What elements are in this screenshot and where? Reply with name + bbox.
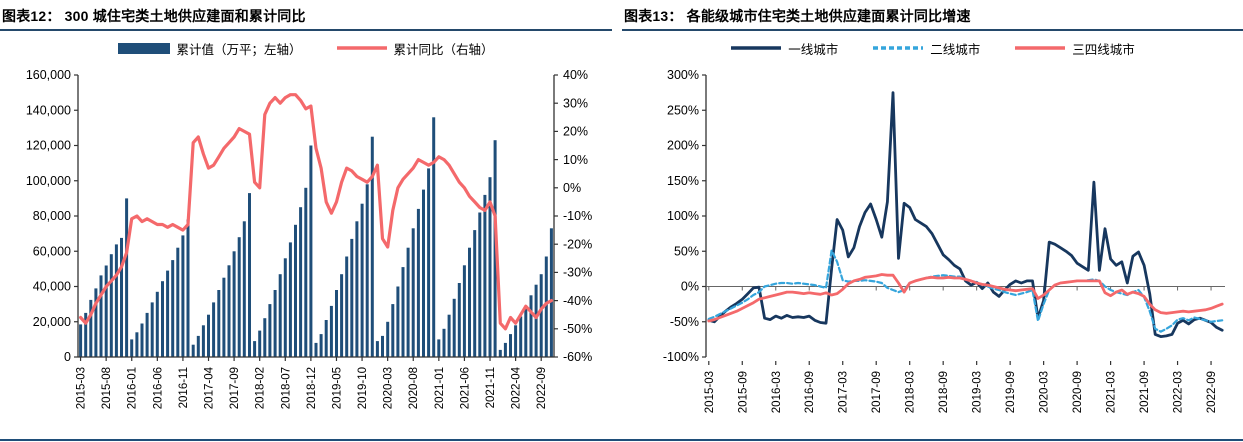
svg-text:20%: 20% bbox=[563, 125, 588, 139]
svg-text:30%: 30% bbox=[563, 96, 588, 110]
svg-text:0: 0 bbox=[64, 350, 71, 364]
svg-text:2020-03: 2020-03 bbox=[383, 367, 395, 409]
line-swatch-icon bbox=[336, 41, 388, 55]
svg-text:2019-09: 2019-09 bbox=[1005, 371, 1017, 413]
svg-text:2018-03: 2018-03 bbox=[905, 371, 917, 413]
svg-text:2017-04: 2017-04 bbox=[204, 366, 216, 409]
line-swatch-icon bbox=[1014, 41, 1066, 55]
svg-text:-40%: -40% bbox=[563, 294, 592, 308]
svg-text:120,000: 120,000 bbox=[26, 139, 71, 153]
line-swatch-icon bbox=[730, 41, 782, 55]
figure-12-title: 图表12： 300 城住宅类土地供应建面和累计同比 bbox=[0, 0, 612, 31]
legend-label: 累计值（万平；左轴） bbox=[176, 42, 302, 57]
svg-text:2017-09: 2017-09 bbox=[871, 371, 883, 413]
svg-text:250%: 250% bbox=[667, 103, 699, 117]
svg-text:-50%: -50% bbox=[563, 322, 592, 336]
svg-text:2019-10: 2019-10 bbox=[357, 367, 369, 409]
figure-12-panel: 图表12： 300 城住宅类土地供应建面和累计同比 累计值（万平；左轴） 累计同… bbox=[0, 0, 612, 440]
svg-text:150%: 150% bbox=[667, 174, 699, 188]
svg-text:100,000: 100,000 bbox=[26, 174, 71, 188]
svg-text:80,000: 80,000 bbox=[33, 209, 71, 223]
svg-text:2020-09: 2020-09 bbox=[1072, 371, 1084, 413]
svg-text:2018-12: 2018-12 bbox=[306, 367, 318, 409]
figure-13-title: 图表13： 各能级城市住宅类土地供应建面累计同比增速 bbox=[622, 0, 1243, 31]
svg-text:2021-11: 2021-11 bbox=[485, 367, 497, 408]
svg-text:2015-03: 2015-03 bbox=[704, 371, 716, 413]
legend-item-tier2: 二线城市 bbox=[872, 39, 980, 58]
svg-text:2018-09: 2018-09 bbox=[938, 371, 950, 413]
svg-text:2015-08: 2015-08 bbox=[101, 367, 113, 409]
svg-text:2016-09: 2016-09 bbox=[804, 371, 816, 413]
svg-text:2016-01: 2016-01 bbox=[127, 367, 139, 409]
legend-label: 累计同比（右轴） bbox=[393, 42, 494, 57]
figure-13-panel: 图表13： 各能级城市住宅类土地供应建面累计同比增速 一线城市 二线城市 三四线… bbox=[622, 0, 1243, 440]
svg-text:2015-03: 2015-03 bbox=[76, 367, 88, 409]
svg-text:60,000: 60,000 bbox=[33, 244, 71, 258]
svg-text:200%: 200% bbox=[667, 139, 699, 153]
svg-text:2017-09: 2017-09 bbox=[229, 367, 241, 409]
svg-text:-20%: -20% bbox=[563, 237, 592, 251]
svg-text:10%: 10% bbox=[563, 153, 588, 167]
svg-text:2021-01: 2021-01 bbox=[434, 367, 446, 409]
svg-text:2015-09: 2015-09 bbox=[737, 371, 749, 413]
svg-text:40,000: 40,000 bbox=[33, 280, 71, 294]
legend-item-cumulative-value: 累计值（万平；左轴） bbox=[118, 39, 302, 58]
svg-text:2018-02: 2018-02 bbox=[255, 367, 267, 409]
svg-text:2016-03: 2016-03 bbox=[771, 371, 783, 413]
legend-label: 一线城市 bbox=[788, 42, 839, 57]
svg-text:160,000: 160,000 bbox=[26, 68, 71, 82]
bar-line-chart: 0 20,000 40,000 60,000 80,000 100,000 120,000 1… bbox=[26, 68, 592, 409]
svg-text:2021-06: 2021-06 bbox=[459, 367, 471, 409]
figure-12-legend: 累计值（万平；左轴） 累计同比（右轴） bbox=[0, 31, 612, 65]
svg-text:20,000: 20,000 bbox=[33, 315, 71, 329]
svg-text:2019-03: 2019-03 bbox=[972, 371, 984, 413]
svg-text:300%: 300% bbox=[667, 68, 699, 82]
svg-text:2016-06: 2016-06 bbox=[152, 367, 164, 409]
dashed-line-swatch-icon bbox=[872, 41, 924, 55]
svg-text:2020-03: 2020-03 bbox=[1039, 371, 1051, 413]
bottom-border-rule bbox=[0, 439, 1243, 441]
svg-text:-60%: -60% bbox=[563, 350, 592, 364]
svg-text:-30%: -30% bbox=[563, 266, 592, 280]
svg-text:-50%: -50% bbox=[670, 315, 699, 329]
svg-text:2021-03: 2021-03 bbox=[1106, 371, 1118, 413]
legend-item-tier1: 一线城市 bbox=[730, 39, 838, 58]
svg-text:2016-11: 2016-11 bbox=[178, 367, 190, 408]
multi-line-chart: -100% -50% 0% 50% 100% 150% 200% 250% 300% 2015-0… bbox=[663, 68, 1225, 413]
svg-text:100%: 100% bbox=[667, 209, 699, 223]
svg-text:-100%: -100% bbox=[663, 350, 699, 364]
figure-13-legend: 一线城市 二线城市 三四线城市 bbox=[622, 31, 1243, 65]
legend-item-yoy: 累计同比（右轴） bbox=[336, 39, 494, 58]
svg-text:2021-09: 2021-09 bbox=[1139, 371, 1151, 413]
svg-text:2017-03: 2017-03 bbox=[838, 371, 850, 413]
svg-text:0%: 0% bbox=[681, 280, 699, 294]
svg-text:2022-03: 2022-03 bbox=[1173, 371, 1185, 413]
svg-text:140,000: 140,000 bbox=[26, 103, 71, 117]
svg-text:2020-08: 2020-08 bbox=[408, 367, 420, 409]
svg-text:50%: 50% bbox=[674, 244, 699, 258]
svg-text:-10%: -10% bbox=[563, 209, 592, 223]
svg-text:2018-07: 2018-07 bbox=[280, 367, 292, 409]
svg-text:0%: 0% bbox=[563, 181, 581, 195]
svg-text:2022-09: 2022-09 bbox=[1206, 371, 1218, 413]
svg-text:2022-04: 2022-04 bbox=[511, 366, 523, 409]
legend-label: 三四线城市 bbox=[1072, 42, 1135, 57]
legend-label: 二线城市 bbox=[930, 42, 981, 57]
svg-text:40%: 40% bbox=[563, 68, 588, 82]
legend-item-tier34: 三四线城市 bbox=[1014, 39, 1135, 58]
bar-swatch-icon bbox=[118, 41, 171, 55]
svg-text:2019-05: 2019-05 bbox=[331, 367, 343, 409]
svg-text:2022-09: 2022-09 bbox=[536, 367, 548, 409]
